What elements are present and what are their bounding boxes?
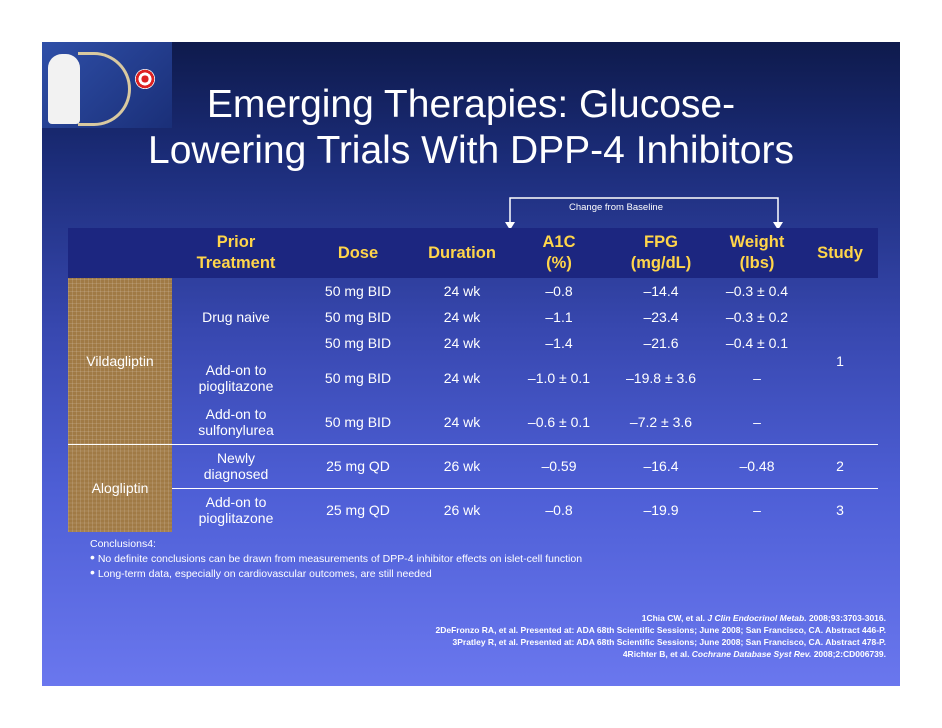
prior-treatment-cell: Drug naive (202, 309, 270, 325)
duration-cell: 26 wk (416, 487, 508, 532)
reference-item: 4Richter B, et al. Cochrane Database Sys… (622, 649, 886, 659)
dose-cell: 50 mg BID (324, 283, 392, 299)
fpg-cell: –23.4 (643, 309, 679, 325)
change-from-baseline-label: Change from Baseline (569, 202, 663, 213)
conclusions-heading: Conclusions4: (90, 538, 156, 550)
a1c-cell: –0.6 ± 0.1 (527, 413, 591, 430)
prior-treatment-cell: Newly diagnosed (172, 443, 300, 488)
target-icon (135, 69, 155, 89)
duration-cell: 24 wk (443, 413, 481, 430)
header-prior-treatment: Prior Treatment (196, 233, 276, 272)
fpg-cell: –19.9 (610, 487, 712, 532)
header-drug (68, 228, 172, 278)
fpg-cell: –7.2 ± 3.6 (629, 413, 693, 430)
table-row: 50 mg BID 24 wk –1.1 –23.4 –0.3 ± 0.2 (68, 304, 878, 330)
drug-cell-vildagliptin: Vildagliptin (68, 278, 172, 444)
reference-item: 3Pratley R, et al. Presented at: ADA 68t… (452, 637, 886, 647)
weight-cell: – (753, 370, 761, 386)
dose-cell: 50 mg BID (324, 309, 392, 325)
archer-figure-icon (48, 54, 80, 124)
table-row: Add-on to pioglitazone 25 mg QD 26 wk –0.… (68, 487, 878, 532)
prior-treatment-cell: Add-on to pioglitazone (198, 362, 274, 394)
header-fpg: FPG (mg/dL) (630, 233, 692, 272)
table-row: Alogliptin Newly diagnosed 25 mg QD 26 wk… (68, 443, 878, 532)
bullet-icon: • (90, 564, 95, 580)
table-row: 50 mg BID 24 wk –1.4 –21.6 –0.4 ± 0.1 (68, 330, 878, 356)
table-row: Add-on to sulfonylurea 50 mg BID 24 wk –0… (68, 400, 878, 444)
prior-treatment-cell: Add-on to sulfonylurea (198, 405, 274, 438)
fpg-cell: –19.8 ± 3.6 (626, 370, 696, 386)
study-cell: 2 (802, 443, 878, 488)
references: 1Chia CW, et al. J Clin Endocrinol Metab… (436, 612, 886, 660)
title-line-1: Emerging Therapies: Glucose- (206, 83, 736, 126)
header-row: Prior Treatment Dose Duration A1C (%) FPG(… (68, 228, 878, 278)
a1c-cell: –0.8 (508, 487, 610, 532)
duration-cell: 24 wk (443, 370, 481, 386)
fpg-cell: –16.4 (610, 443, 712, 488)
drug-cell-alogliptin: Alogliptin (68, 443, 172, 532)
dose-cell: 25 mg QD (300, 487, 416, 532)
conclusion-item: • No definite conclusions can be drawn f… (90, 549, 583, 565)
dose-cell: 50 mg BID (324, 370, 392, 386)
duration-cell: 26 wk (416, 443, 508, 488)
weight-cell: –0.4 ± 0.1 (725, 335, 789, 351)
trials-table: Prior Treatment Dose Duration A1C (%) FPG(… (68, 228, 878, 532)
fpg-cell: –14.4 (643, 283, 679, 299)
fpg-cell: –21.6 (643, 335, 679, 351)
dose-cell: 50 mg BID (324, 335, 392, 351)
table-row: Vildagliptin Drug naive 50 mg BID 24 wk … (68, 278, 878, 444)
a1c-cell: –0.59 (508, 443, 610, 488)
slide-title: Emerging Therapies: Glucose- Lowering Tr… (42, 82, 900, 174)
header-duration: Duration (428, 243, 496, 262)
title-line-2: Lowering Trials With DPP-4 Inhibitors (148, 129, 794, 172)
a1c-cell: –0.8 (545, 283, 573, 299)
reference-item: 2DeFronzo RA, et al. Presented at: ADA 6… (435, 625, 886, 635)
weight-cell: –0.48 (712, 443, 802, 488)
duration-cell: 24 wk (443, 335, 481, 351)
study-cell: 3 (802, 487, 878, 532)
slide: Emerging Therapies: Glucose- Lowering Tr… (42, 42, 900, 686)
conclusion-item: • Long-term data, especially on cardiova… (90, 564, 432, 580)
study-cell: 1 (836, 352, 844, 369)
duration-cell: 24 wk (443, 283, 481, 299)
table-row: Add-on to pioglitazone 50 mg BID 24 wk –1… (68, 356, 878, 400)
header-dose: Dose (337, 243, 379, 262)
dose-cell: 50 mg BID (324, 413, 392, 430)
bullet-icon: • (90, 549, 95, 565)
archer-logo (42, 42, 172, 128)
reference-item: 1Chia CW, et al. J Clin Endocrinol Metab… (641, 613, 886, 623)
header-study: Study (817, 243, 863, 262)
a1c-cell: –1.0 ± 0.1 (527, 370, 591, 386)
weight-cell: –0.3 ± 0.4 (725, 283, 789, 299)
a1c-cell: –1.1 (545, 309, 573, 325)
dose-cell: 25 mg QD (300, 443, 416, 488)
conclusions-block: Conclusions4: • No definite conclusions … (90, 538, 582, 581)
header-a1c: A1C (%) (542, 233, 576, 272)
weight-cell: –0.3 ± 0.2 (725, 309, 789, 325)
header-weight: Weight (lbs) (729, 233, 785, 272)
duration-cell: 24 wk (443, 309, 481, 325)
prior-treatment-cell: Add-on to pioglitazone (172, 487, 300, 532)
weight-cell: – (712, 487, 802, 532)
change-bracket (505, 197, 783, 230)
a1c-cell: –1.4 (545, 335, 573, 351)
weight-cell: – (753, 413, 761, 430)
